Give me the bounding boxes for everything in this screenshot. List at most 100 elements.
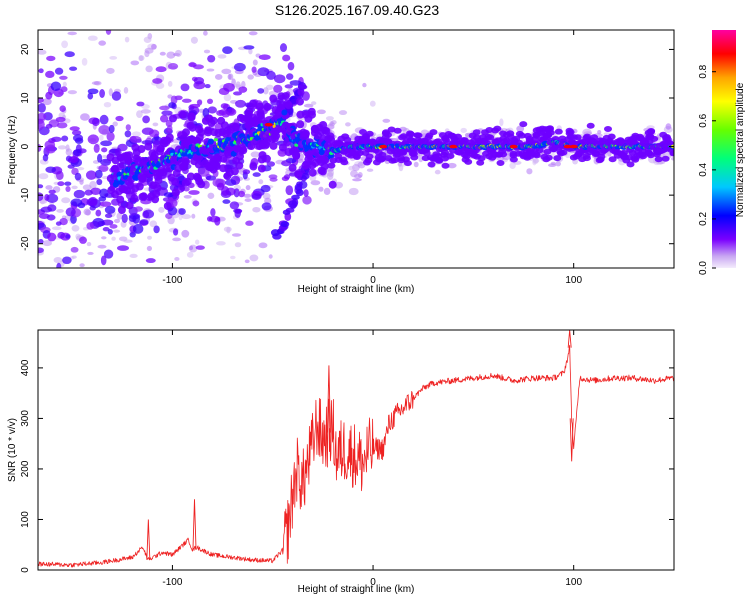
spectrogram-blob <box>92 117 100 127</box>
spectrogram-blob <box>320 155 329 164</box>
spectrogram-blob <box>338 110 348 116</box>
spectrogram-blob <box>145 258 156 264</box>
snr-series-line <box>38 344 674 568</box>
spectrogram-blob <box>134 206 143 212</box>
spectrogram-blob <box>398 148 407 155</box>
spectrogram-blob <box>190 36 198 44</box>
spectrogram-blob <box>613 149 622 155</box>
spectrogram-blob <box>446 153 455 159</box>
spectrogram-blob <box>108 88 113 97</box>
spectrogram-blob <box>189 103 201 108</box>
snr-spike <box>146 519 151 560</box>
spectrogram-blob <box>228 73 234 81</box>
spectrogram-blob <box>268 254 273 259</box>
spectrogram-blob <box>99 201 112 207</box>
spectrogram-blob <box>71 255 77 259</box>
spectrogram-blob <box>79 236 87 244</box>
spectrogram-blob <box>62 256 72 265</box>
spectrogram-blob <box>46 193 59 204</box>
snr-ytick-label: 400 <box>20 359 31 376</box>
spectrogram-blob <box>38 192 44 201</box>
snr-xtick-label: -100 <box>162 577 182 588</box>
spectrogram-blob <box>123 87 129 94</box>
spectrogram-blob <box>61 197 71 204</box>
spectrogram-blob <box>245 185 251 191</box>
spectrogram-blob <box>183 194 192 199</box>
spectrogram-blob <box>316 109 326 115</box>
spectrogram-blob <box>328 122 336 127</box>
spectrogram-blob <box>418 154 424 163</box>
spectrogram-blob <box>460 127 467 133</box>
spectrogram-blob <box>117 206 126 214</box>
spectrogram-blob <box>168 102 176 109</box>
spectrogram-blob <box>207 54 216 63</box>
spectrogram-blob <box>291 194 300 200</box>
spectrogram-blob <box>509 144 518 149</box>
spectrogram-blob <box>303 103 314 108</box>
spectrogram-blob <box>169 114 177 123</box>
spectrogram-blob <box>403 160 412 167</box>
spectrogram-blob <box>197 180 206 189</box>
spectrogram-blob <box>159 105 170 111</box>
spectrogram-blob <box>243 45 255 50</box>
spectrogram-blob <box>114 218 120 224</box>
spectrogram-blob <box>258 54 271 61</box>
spectrogram-blob <box>196 99 203 106</box>
spectrogram-blob <box>231 123 240 132</box>
spectrogram-ytick-label: 10 <box>20 92 31 104</box>
spectrogram-blob <box>357 172 363 178</box>
spectrogram-blob <box>47 232 57 242</box>
spectrogram-blob <box>257 164 266 173</box>
snr-panel: -100 0 100 0 100 200 300 400 Height of straight… <box>7 329 675 595</box>
spectrogram-blob <box>230 255 236 260</box>
spectrogram-blob <box>553 155 562 162</box>
spectrogram-blob <box>40 206 53 213</box>
spectrogram-blob <box>379 144 388 149</box>
spectrogram-blob <box>345 122 351 127</box>
spectrogram-blob <box>65 234 71 239</box>
spectrogram-blob <box>393 127 402 134</box>
spectrogram-blob <box>57 231 66 239</box>
spectrogram-blob <box>106 131 115 142</box>
spectrogram-frame <box>37 29 675 269</box>
spectrogram-blob <box>45 91 53 100</box>
spectrogram-blob <box>105 30 112 35</box>
spectrogram-blob <box>77 202 86 209</box>
spectrogram-ytick-label: 0 <box>20 143 31 149</box>
spectrogram-blob <box>555 161 561 167</box>
spectrogram-blob <box>81 57 88 66</box>
spectrogram-blob <box>251 66 257 73</box>
spectrogram-blob <box>285 207 295 213</box>
spectrogram-blob <box>586 122 595 129</box>
spectrogram-blob <box>38 112 47 121</box>
spectrogram-layer <box>38 30 674 268</box>
spectrogram-blob <box>493 125 502 132</box>
snr-axes: -100 0 100 0 100 200 300 400 <box>20 330 674 588</box>
spectrogram-blob <box>139 55 145 61</box>
spectrogram-blob <box>294 143 299 147</box>
colorbar-tick-label: 0.0 <box>698 261 709 275</box>
spectrogram-blob <box>59 75 68 80</box>
spectrogram-blob <box>545 126 554 133</box>
spectrogram-blob <box>204 126 212 135</box>
spectrogram-blob <box>87 35 98 41</box>
spectrogram-blob <box>661 155 670 162</box>
spectrogram-blob <box>390 157 399 164</box>
spectrogram-blob <box>159 168 168 177</box>
spectrogram-blob <box>427 161 436 168</box>
spectrogram-blob <box>121 213 128 224</box>
spectrogram-blob <box>153 184 162 192</box>
spectrogram-blob <box>132 131 141 137</box>
spectrogram-blob <box>42 98 52 106</box>
spectrogram-blob <box>107 229 113 235</box>
spectrogram-blob <box>203 30 208 36</box>
spectrogram-blob <box>212 162 221 171</box>
spectrogram-blob <box>111 91 122 101</box>
spectrogram-blob <box>99 114 109 125</box>
spectrogram-blob <box>264 122 273 127</box>
spectrogram-blob <box>207 192 215 199</box>
spectrogram-blob <box>517 132 526 139</box>
spectrogram-blob <box>244 259 250 264</box>
spectrogram-blob <box>53 256 63 264</box>
